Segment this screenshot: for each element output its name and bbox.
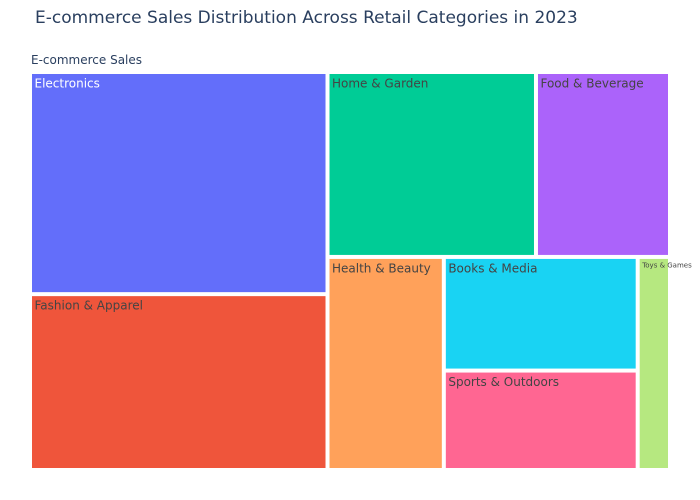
treemap-tile-label: Electronics xyxy=(35,77,100,91)
treemap-tile-rect[interactable] xyxy=(31,73,327,294)
treemap-tile-label: Home & Garden xyxy=(332,77,428,91)
treemap-tile-label: Health & Beauty xyxy=(332,261,431,275)
treemap-tile-rect[interactable] xyxy=(328,73,535,256)
treemap-tile-rect[interactable] xyxy=(638,257,669,469)
treemap-tile-label: Food & Beverage xyxy=(540,77,643,91)
treemap-tile-home-and-garden[interactable]: Home & Garden xyxy=(328,73,535,256)
chart-title: E-commerce Sales Distribution Across Ret… xyxy=(35,8,578,28)
treemap-tile-rect[interactable] xyxy=(444,371,637,470)
treemap-tile-fashion-and-apparel[interactable]: Fashion & Apparel xyxy=(31,295,327,469)
treemap-tile-books-and-media[interactable]: Books & Media xyxy=(444,257,637,370)
treemap-tile-electronics[interactable]: Electronics xyxy=(31,73,327,294)
treemap-tile-rect[interactable] xyxy=(31,295,327,469)
treemap-tile-rect[interactable] xyxy=(536,73,669,256)
treemap-tile-label: Toys & Games xyxy=(641,261,692,269)
treemap-tile-label: Fashion & Apparel xyxy=(35,299,143,313)
treemap-tile-rect[interactable] xyxy=(444,257,637,370)
treemap-tile-food-and-beverage[interactable]: Food & Beverage xyxy=(536,73,669,256)
treemap-tile-sports-and-outdoors[interactable]: Sports & Outdoors xyxy=(444,371,637,470)
treemap-tile-health-and-beauty[interactable]: Health & Beauty xyxy=(328,257,443,469)
treemap-root-label[interactable]: E-commerce Sales xyxy=(31,53,143,67)
treemap-tile-rect[interactable] xyxy=(328,257,443,469)
treemap-tile-label: Sports & Outdoors xyxy=(448,375,559,389)
treemap-tile-toys-and-games[interactable]: Toys & Games xyxy=(638,257,692,469)
treemap-tile-label: Books & Media xyxy=(448,261,537,275)
